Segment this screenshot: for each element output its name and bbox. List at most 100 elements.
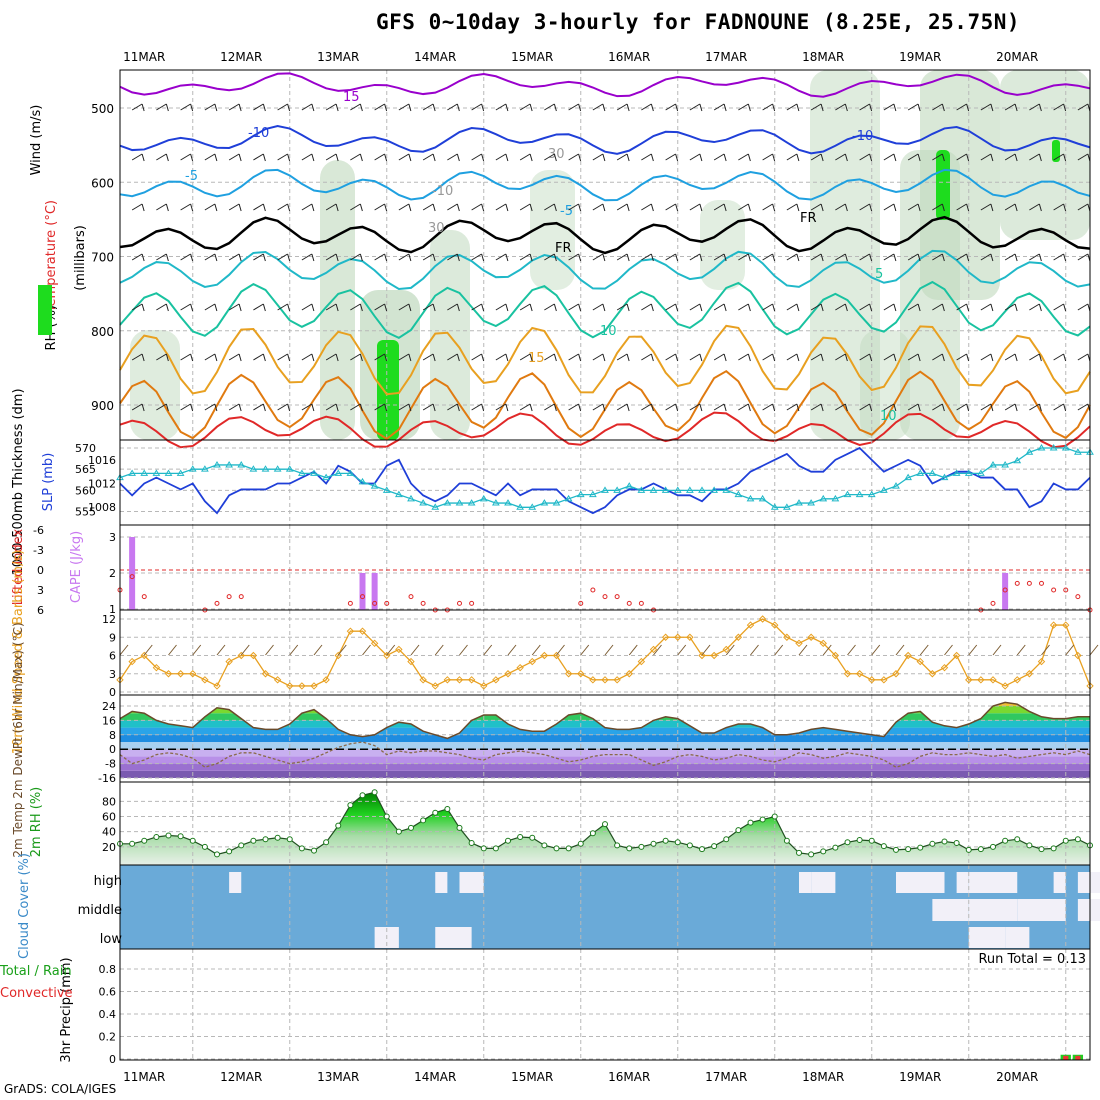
wind-barb-staff xyxy=(447,303,458,311)
wind-barb xyxy=(447,353,460,362)
wind-barb-staff xyxy=(956,403,967,411)
wind-barb-staff xyxy=(786,403,798,411)
wind-speed-marker xyxy=(965,676,973,684)
wind-speed-marker xyxy=(722,645,730,654)
wind-barb-staff xyxy=(1029,153,1040,161)
wind-barb-flag xyxy=(820,403,824,412)
date-label-top: 16MAR xyxy=(608,50,650,64)
wind-barb-staff xyxy=(980,353,992,361)
wind-barb-flag xyxy=(820,353,824,362)
wind-barb-flag xyxy=(796,103,800,112)
wind-barb-flag xyxy=(869,403,873,412)
cape-bar xyxy=(129,537,136,610)
wind-barb xyxy=(859,203,873,212)
wind-barb xyxy=(277,303,291,312)
wind-barb-flag xyxy=(966,303,970,312)
temp-band xyxy=(120,727,1090,735)
grads-credit: GrADS: COLA/IGES xyxy=(4,1082,117,1096)
thickness-marker xyxy=(867,490,876,498)
wind-barb-staff xyxy=(374,353,385,361)
rh-point xyxy=(492,845,499,852)
wind-barb-staff xyxy=(859,203,870,211)
wind-barb xyxy=(1053,153,1067,162)
wind-barb-staff xyxy=(398,303,410,311)
wind-axis-label: Wind (m/s) xyxy=(29,105,44,176)
wind-barb-flag xyxy=(287,403,291,412)
wind-barb-staff xyxy=(447,403,458,411)
wind-barb-staff xyxy=(592,203,604,211)
wind-barb xyxy=(131,353,145,362)
wind-barb-staff xyxy=(180,103,191,111)
wind-barb-flag xyxy=(238,403,242,412)
wind-speed-marker xyxy=(310,682,318,690)
wind-barb-flag xyxy=(699,103,703,112)
wind-barb-flag xyxy=(311,103,315,112)
wind-barb-staff xyxy=(495,253,507,261)
wind-barb-staff xyxy=(325,403,337,411)
wind-barb-staff xyxy=(228,203,240,211)
wind-barb xyxy=(592,203,606,212)
wind-barb-flag xyxy=(869,353,873,362)
wind-speed-marker xyxy=(868,676,876,684)
wind-barb-flag xyxy=(1038,303,1042,312)
temp-band xyxy=(120,749,1090,757)
wind-barb xyxy=(956,303,970,312)
wind-barb xyxy=(835,253,848,262)
thickness-marker xyxy=(431,503,440,510)
wind-speed-marker xyxy=(249,651,258,660)
wind-speed-marker xyxy=(661,633,670,641)
wind-barb-flag xyxy=(990,253,994,262)
pressure-tick-label: 800 xyxy=(91,325,114,339)
date-label-bottom: 11MAR xyxy=(123,1070,165,1084)
wind-barb xyxy=(277,103,291,112)
wind-barb xyxy=(131,303,145,312)
wind-barb-staff xyxy=(616,153,628,161)
wind-barb xyxy=(519,403,533,412)
cape-bar xyxy=(371,573,378,610)
wind-barb-flag xyxy=(553,253,557,262)
wind-barb-flag xyxy=(941,403,945,412)
rh-tick-label: 60 xyxy=(102,811,116,824)
wind-barb xyxy=(471,353,485,362)
wind-speed-marker xyxy=(686,633,694,641)
wind-barb-flag xyxy=(214,303,218,312)
wind-barb-staff xyxy=(665,153,676,161)
wind-barb-10m xyxy=(483,644,493,656)
wind-barb-staff xyxy=(810,153,822,161)
wind-barb-staff xyxy=(544,253,555,261)
rh-point xyxy=(408,824,414,831)
wind-barb-staff xyxy=(738,303,749,311)
wind-barb-10m xyxy=(1089,644,1099,656)
temp-tick-label: 16 xyxy=(102,714,116,727)
date-label-bottom: 18MAR xyxy=(802,1070,844,1084)
wind-barb-staff xyxy=(277,303,288,311)
wind-barb-staff xyxy=(883,403,895,411)
rh-axis-label: 2m RH (%) xyxy=(29,787,44,858)
wind-barb xyxy=(471,103,485,112)
wind-barb xyxy=(932,403,945,412)
wind-barb-staff xyxy=(1004,403,1016,411)
wind-barb xyxy=(883,253,897,262)
wind-barb-staff xyxy=(277,103,288,111)
wind-barb-flag xyxy=(456,253,460,262)
wind-tick-label: 3 xyxy=(109,668,116,681)
rh-point xyxy=(517,833,524,840)
wind-barb-flag xyxy=(190,253,194,262)
wind-barb-flag xyxy=(990,353,994,362)
wind-barb xyxy=(519,153,533,162)
wind-barb-staff xyxy=(1004,203,1016,211)
wind-barb-flag xyxy=(893,353,897,362)
wind-barb-staff xyxy=(544,403,555,411)
wind-barb-staff xyxy=(665,403,676,411)
wind-barb-staff xyxy=(762,153,773,161)
pressure-tick-label: 600 xyxy=(91,176,114,190)
wind-barb-flag xyxy=(699,403,703,412)
rh-point xyxy=(747,819,754,826)
temp-band xyxy=(120,763,1090,771)
wind-barb xyxy=(665,153,679,162)
wind-barb xyxy=(156,303,169,312)
wind-barb-flag xyxy=(1014,153,1018,162)
wind-barb-flag xyxy=(287,253,291,262)
wind-barb-staff xyxy=(1053,303,1064,311)
wind-barb-flag xyxy=(238,303,242,312)
